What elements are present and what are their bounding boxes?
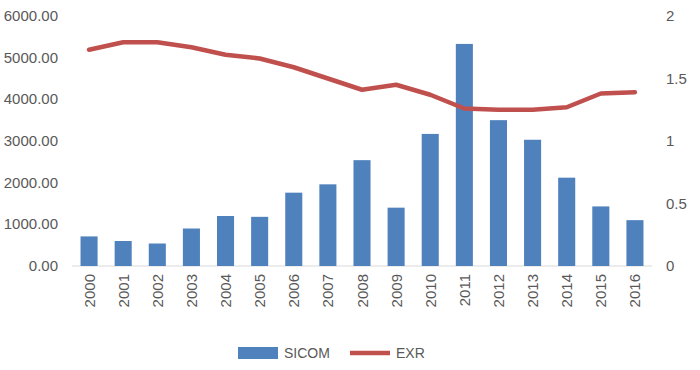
x-tick-label: 2001 [115,274,132,307]
x-tick-label: 2002 [149,274,166,307]
x-tick-label: 2014 [558,274,575,307]
bar [490,120,507,266]
bar [524,140,541,266]
bar [626,220,643,266]
x-tick-label: 2011 [456,274,473,306]
y2-tick-label: 0.5 [666,195,687,212]
x-tick-label: 2007 [319,274,336,307]
legend-label: EXR [396,345,425,361]
x-tick-label: 2004 [217,274,234,307]
x-tick-label: 2009 [388,274,405,307]
x-tick-label: 2012 [490,274,507,307]
bar [319,184,336,266]
bar [217,216,234,266]
bar [251,217,268,266]
y-tick-label: 0.00 [29,257,58,274]
plot-marks [81,42,644,266]
x-tick-label: 2016 [626,274,643,307]
x-tick-label: 2013 [524,274,541,307]
bar [81,236,98,266]
bar [558,178,575,266]
x-tick-label: 2003 [183,274,200,307]
x-tick-label: 2006 [285,274,302,307]
y2-tick-label: 2 [666,7,674,24]
legend-label: SICOM [284,345,330,361]
legend: SICOM EXR [238,345,425,361]
x-tick-label: 2000 [81,274,98,307]
line [89,42,635,110]
x-tick-label: 2005 [251,274,268,307]
y2-tick-label: 1.5 [666,70,687,87]
y-tick-label: 6000.00 [4,7,58,24]
y2-tick-label: 0 [666,257,674,274]
bar [149,244,166,267]
chart: 0.00 1000.00 2000.00 3000.00 4000.00 5000.00 6… [0,0,700,370]
x-tick-label: 2015 [592,274,609,307]
bar [456,44,473,266]
bar [422,134,439,266]
legend-swatch [238,347,278,359]
y2-tick-label: 1 [666,132,674,149]
x-tick-label: 2010 [422,274,439,307]
y-tick-label: 3000.00 [4,132,58,149]
y-tick-label: 1000.00 [4,215,58,232]
bar [353,160,370,266]
legend-swatch [350,351,390,356]
bar [285,193,302,266]
bar [592,206,609,266]
y-tick-label: 2000.00 [4,174,58,191]
x-tick-label: 2008 [354,274,371,307]
bar [388,208,405,266]
y-tick-label: 4000.00 [4,90,58,107]
bar [183,229,200,267]
bar [115,241,132,266]
y-tick-label: 5000.00 [4,49,58,66]
